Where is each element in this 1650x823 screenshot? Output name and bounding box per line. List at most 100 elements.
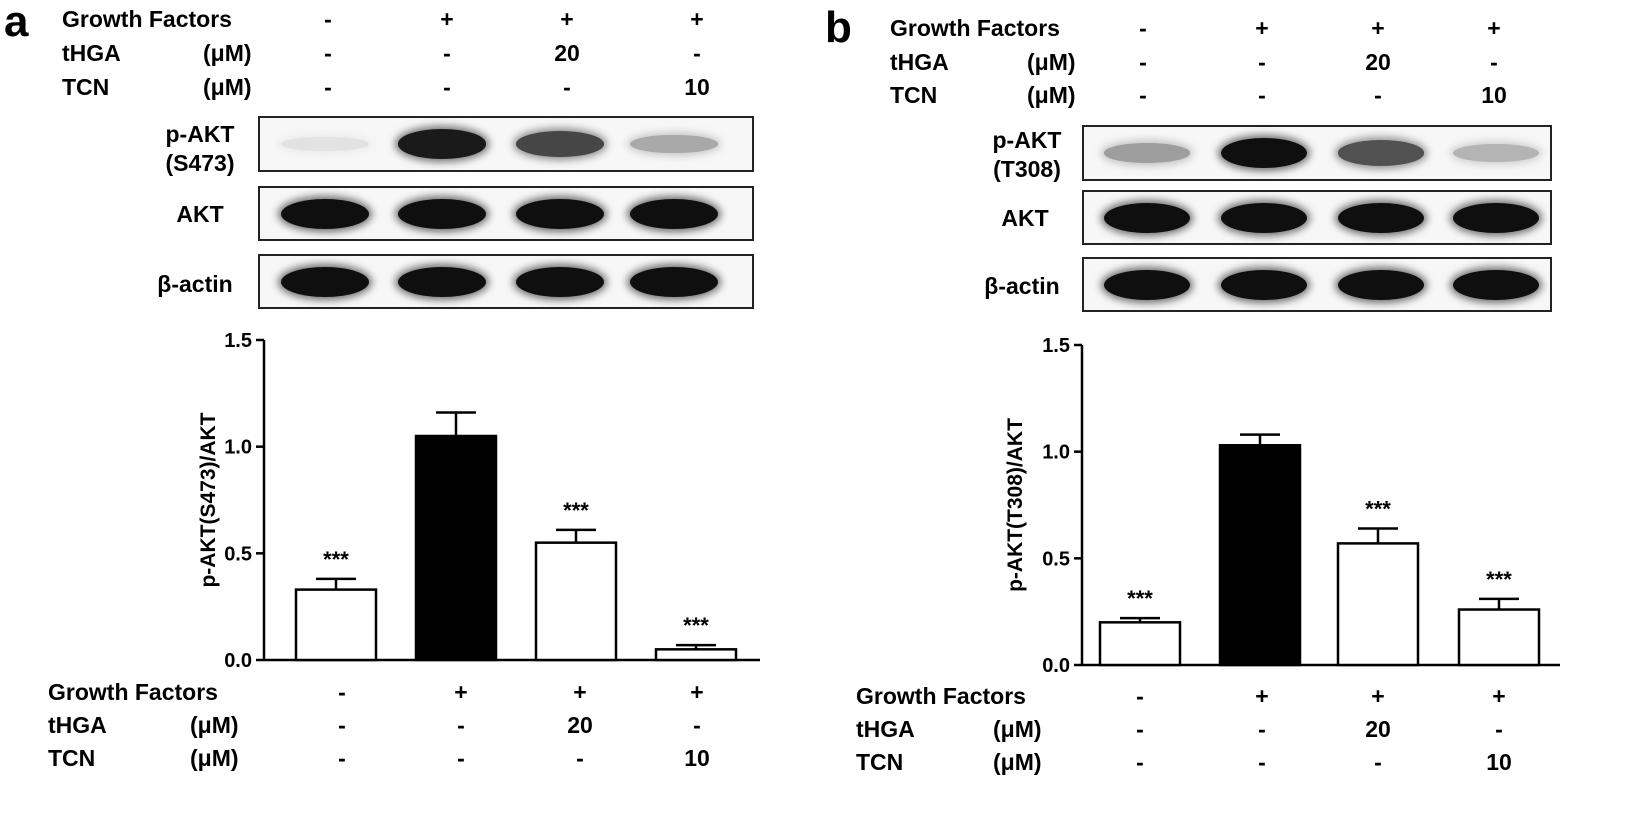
blot-beta-actin (1082, 257, 1552, 312)
blot-p-akt (258, 116, 754, 172)
significance-label: *** (563, 498, 589, 523)
bar-chart: 0.0 0.5 1.0 1.5 p-AKT(T308)/AKT *** *** *** (1004, 335, 1560, 677)
cell: - (457, 745, 465, 771)
panel-a: a Growth Factors - + + + tHGA (μM) - - 2… (4, 0, 760, 771)
blot-band (630, 134, 718, 154)
blot-label: β-actin (157, 271, 233, 297)
cell: + (440, 6, 454, 32)
blot-band (1453, 144, 1539, 162)
cell: + (573, 679, 587, 705)
blot-band (1453, 269, 1539, 300)
blot-label: p-AKT (S473) (165, 121, 235, 176)
blot-label: β-actin (984, 273, 1060, 299)
cell: + (1371, 15, 1385, 41)
cell: + (560, 6, 574, 32)
bar (654, 648, 738, 662)
row-label: tHGA (856, 716, 915, 742)
cell: 20 (1365, 716, 1391, 742)
row-label: Growth Factors (62, 6, 232, 32)
blot-band (1104, 202, 1190, 233)
blot-band (281, 198, 369, 229)
cell: - (1490, 49, 1498, 75)
cell: 20 (1365, 49, 1391, 75)
cell: 20 (554, 40, 580, 66)
cell: + (454, 679, 468, 705)
cell: - (1258, 82, 1266, 108)
blot-band (1221, 138, 1307, 168)
blot-band (1338, 140, 1424, 166)
row-unit: (μM) (203, 40, 252, 66)
blot-band (1338, 202, 1424, 233)
cell: - (693, 712, 701, 738)
y-tick-label: 0.0 (224, 650, 252, 672)
significance-label: *** (1365, 496, 1391, 521)
cell: - (1495, 716, 1503, 742)
row-label: tHGA (62, 40, 121, 66)
cell: 10 (1486, 749, 1512, 775)
blot-band (630, 198, 718, 229)
row-unit: (μM) (993, 749, 1042, 775)
cell: - (1136, 716, 1144, 742)
row-label: tHGA (890, 49, 949, 75)
cell: - (1258, 716, 1266, 742)
row-unit: (μM) (993, 716, 1042, 742)
cell: - (1374, 82, 1382, 108)
cell: - (324, 40, 332, 66)
cell: - (1139, 82, 1147, 108)
blot-band (1104, 269, 1190, 300)
cell: + (1371, 683, 1385, 709)
bar (1457, 608, 1541, 667)
row-label: TCN (62, 74, 110, 100)
cell: 10 (684, 74, 710, 100)
blot-label: p-AKT (T308) (992, 127, 1062, 182)
row-label: Growth Factors (856, 683, 1026, 709)
cell: - (457, 712, 465, 738)
significance-label: *** (323, 547, 349, 572)
cell: - (1258, 749, 1266, 775)
panel-letter: b (825, 3, 852, 52)
row-unit: (μM) (190, 712, 239, 738)
cell: - (693, 40, 701, 66)
bar (414, 434, 498, 662)
cell: + (690, 679, 704, 705)
y-tick-label: 1.0 (1042, 442, 1070, 464)
row-unit: (μM) (190, 745, 239, 771)
blot-band (281, 266, 369, 297)
bar (294, 588, 378, 662)
y-axis-label: p-AKT(S473)/AKT (197, 412, 220, 587)
blot-band (1104, 143, 1190, 163)
cell: - (1374, 749, 1382, 775)
cell: + (1255, 15, 1269, 41)
cell: - (1136, 749, 1144, 775)
blot-band (1453, 202, 1539, 233)
blot-band (516, 131, 604, 157)
cell: - (443, 40, 451, 66)
cell: - (1139, 15, 1147, 41)
blot-band (281, 136, 369, 152)
cell: + (1492, 683, 1506, 709)
y-tick-label: 0.0 (1042, 655, 1070, 677)
significance-label: *** (1486, 567, 1512, 592)
panel-letter: a (4, 0, 29, 46)
cell: - (338, 712, 346, 738)
y-tick-label: 1.5 (1042, 335, 1070, 357)
blot-label: AKT (1001, 205, 1049, 231)
cell: 20 (567, 712, 593, 738)
blot-band (516, 266, 604, 297)
y-tick-label: 1.5 (224, 330, 252, 352)
cell: - (563, 74, 571, 100)
cell: - (324, 6, 332, 32)
row-unit: (μM) (1027, 82, 1076, 108)
blot-band (1221, 202, 1307, 233)
bar (534, 541, 618, 662)
cell: - (1139, 49, 1147, 75)
blot-akt (258, 186, 754, 241)
row-label: TCN (48, 745, 96, 771)
row-label: TCN (890, 82, 938, 108)
blot-band (1338, 269, 1424, 300)
row-unit: (μM) (203, 74, 252, 100)
row-unit: (μM) (1027, 49, 1076, 75)
cell: - (1258, 49, 1266, 75)
blot-beta-actin (258, 254, 754, 309)
y-axis-label: p-AKT(T308)/AKT (1004, 418, 1027, 592)
